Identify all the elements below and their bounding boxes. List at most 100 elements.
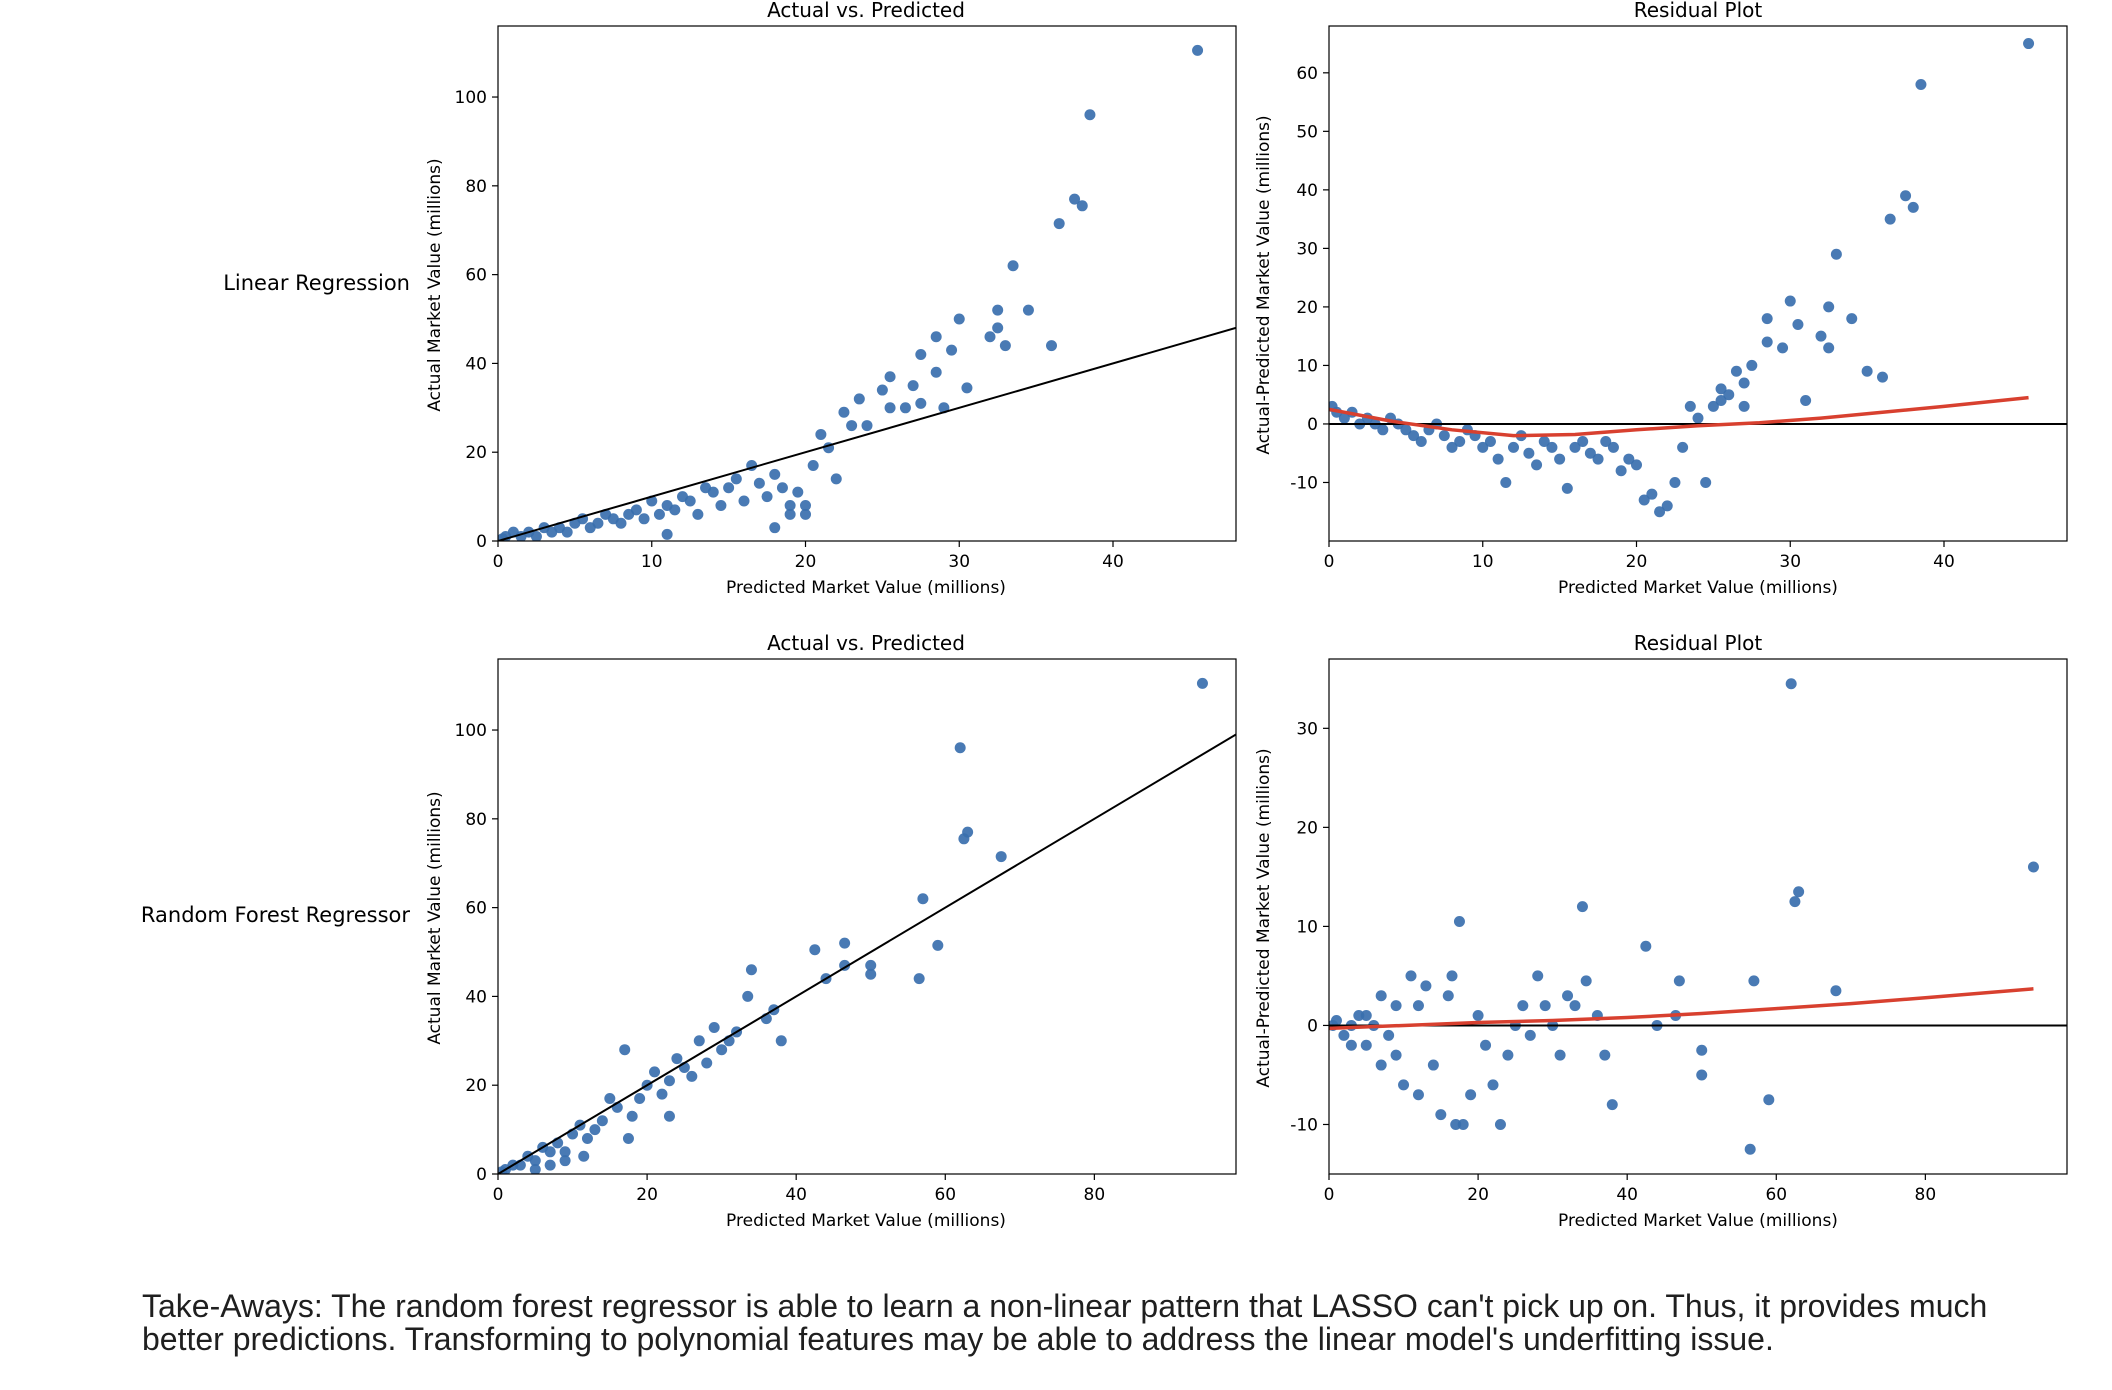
data-point [1053, 218, 1065, 230]
data-point [1554, 1049, 1566, 1061]
data-point [1569, 1000, 1581, 1012]
y-axis-label: Actual-Predicted Market Value (millions) [1254, 748, 1274, 1087]
y-tick-label: 30 [1296, 239, 1318, 259]
data-point [649, 1066, 661, 1078]
data-point [1623, 453, 1635, 465]
data-point [1398, 1079, 1410, 1091]
data-point [1377, 424, 1389, 436]
row-label-linear-regression: Linear Regression [223, 271, 410, 295]
data-point [1654, 506, 1666, 518]
data-point [1046, 340, 1057, 352]
data-point [692, 508, 704, 520]
x-tick-label: 0 [493, 1185, 504, 1205]
data-point [596, 1115, 608, 1127]
data-point [1546, 441, 1558, 453]
data-point [800, 499, 811, 511]
data-point [2027, 861, 2039, 873]
x-axis-label: Predicted Market Value (millions) [1558, 578, 1838, 598]
data-point [1606, 1099, 1618, 1111]
data-point [1830, 985, 1842, 997]
data-point [954, 742, 966, 754]
data-point [686, 1070, 698, 1082]
data-point [1684, 400, 1696, 412]
data-point [2023, 38, 2035, 50]
data-point [623, 508, 635, 520]
data-point [958, 833, 970, 845]
data-point [1830, 248, 1842, 260]
data-point [1487, 1079, 1499, 1091]
data-point [1640, 940, 1652, 952]
data-point [1022, 304, 1034, 316]
data-point [1523, 447, 1535, 459]
y-tick-label: 30 [1296, 719, 1318, 739]
data-point [1800, 395, 1812, 407]
data-point [1746, 359, 1758, 371]
data-point [1669, 476, 1681, 488]
data-point [1646, 488, 1658, 500]
data-point [1375, 990, 1387, 1002]
data-point [1763, 1094, 1775, 1106]
y-tick-label: 50 [1296, 122, 1318, 142]
data-point [1785, 678, 1797, 690]
data-point [1661, 500, 1673, 512]
data-point [839, 937, 851, 949]
x-tick-label: 60 [1765, 1185, 1787, 1205]
data-point [1696, 1044, 1708, 1056]
data-point [745, 964, 757, 976]
data-point [838, 406, 850, 418]
data-point [1477, 441, 1489, 453]
data-point [1761, 336, 1773, 348]
data-point [1492, 453, 1504, 465]
data-point [634, 1093, 646, 1105]
data-point [876, 384, 888, 396]
data-point [1569, 441, 1581, 453]
y-tick-label: 60 [1296, 64, 1318, 84]
data-point [1638, 494, 1650, 506]
data-point [584, 522, 596, 534]
data-point [1500, 476, 1512, 488]
data-point [581, 1132, 593, 1144]
data-point [693, 1035, 705, 1047]
data-point [1084, 109, 1096, 121]
data-point [775, 1035, 787, 1047]
data-point [1877, 371, 1888, 383]
data-point [708, 1021, 720, 1033]
data-point [1446, 441, 1458, 453]
plot-title: Actual vs. Predicted [767, 0, 965, 22]
data-point [1738, 377, 1750, 389]
data-point [915, 349, 927, 361]
x-axis-label: Predicted Market Value (millions) [726, 578, 1006, 598]
data-point [807, 460, 819, 472]
takeaways-text: Take-Aways: The random forest regressor … [142, 1288, 1988, 1357]
x-tick-label: 0 [493, 552, 504, 572]
y-tick-label: 0 [476, 1165, 487, 1185]
data-point [999, 340, 1011, 352]
data-point [1784, 295, 1796, 307]
data-point [1415, 436, 1427, 448]
data-point [661, 499, 673, 511]
data-point [1538, 436, 1550, 448]
data-point [738, 495, 750, 507]
data-point [884, 371, 896, 383]
data-point [1615, 465, 1627, 477]
plot-area [498, 44, 1236, 541]
data-point [1390, 1049, 1402, 1061]
data-point [619, 1044, 631, 1056]
y-tick-label: 20 [465, 1076, 487, 1096]
plot-area [1329, 678, 2067, 1155]
data-point [716, 1044, 728, 1056]
data-point [1696, 1069, 1708, 1081]
y-tick-label: 10 [1296, 917, 1318, 937]
y-tick-label: 100 [455, 88, 487, 108]
data-point [1007, 260, 1019, 272]
data-point [1383, 1029, 1395, 1041]
data-point [1531, 459, 1543, 471]
x-tick-label: 10 [1472, 552, 1494, 572]
data-point [899, 402, 911, 414]
data-point [1484, 436, 1496, 448]
data-point [1435, 1109, 1447, 1121]
y-tick-label: 10 [1296, 356, 1318, 376]
data-point [800, 508, 811, 520]
y-tick-label: 80 [465, 810, 487, 830]
data-point [1405, 970, 1417, 982]
